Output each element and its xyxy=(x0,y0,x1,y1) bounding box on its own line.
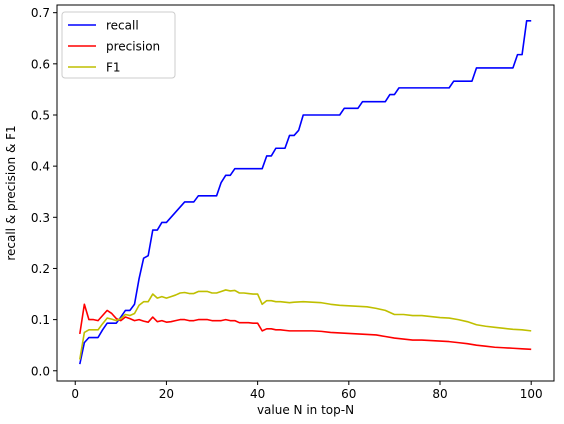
y-tick-label: 0.2 xyxy=(31,262,50,276)
x-axis-label: value N in top-N xyxy=(257,403,354,417)
y-tick-label: 0.6 xyxy=(31,57,50,71)
y-tick-label: 0.3 xyxy=(31,211,50,225)
x-tick-label: 0 xyxy=(71,387,79,401)
y-axis-label: recall & precision & F1 xyxy=(4,125,18,260)
series-line-recall xyxy=(79,20,532,365)
legend-label-f1: F1 xyxy=(106,61,121,75)
legend-box xyxy=(61,11,176,79)
series-line-f1 xyxy=(79,289,532,360)
legend: recall precision F1 xyxy=(61,11,176,79)
axis-layer: 0 20 40 60 80 100 0.0 0.1 0.2 0.3 0.4 0.5 0.6 0.7 xyxy=(31,6,543,401)
plot-frame xyxy=(56,4,555,382)
y-tick-label: 0.1 xyxy=(31,313,50,327)
y-tick-label: 0.5 xyxy=(31,108,50,122)
x-tick-label: 80 xyxy=(432,387,447,401)
series-layer xyxy=(79,20,532,365)
y-tick-label: 0.0 xyxy=(31,364,50,378)
x-tick-label: 100 xyxy=(520,387,543,401)
legend-label-precision: precision xyxy=(106,40,160,54)
y-tick-label: 0.4 xyxy=(31,160,50,174)
x-tick-label: 60 xyxy=(341,387,356,401)
legend-label-recall: recall xyxy=(106,19,139,33)
series-line-precision xyxy=(79,303,532,351)
x-tick-label: 20 xyxy=(159,387,174,401)
y-tick-label: 0.7 xyxy=(31,6,50,20)
x-tick-label: 40 xyxy=(250,387,265,401)
